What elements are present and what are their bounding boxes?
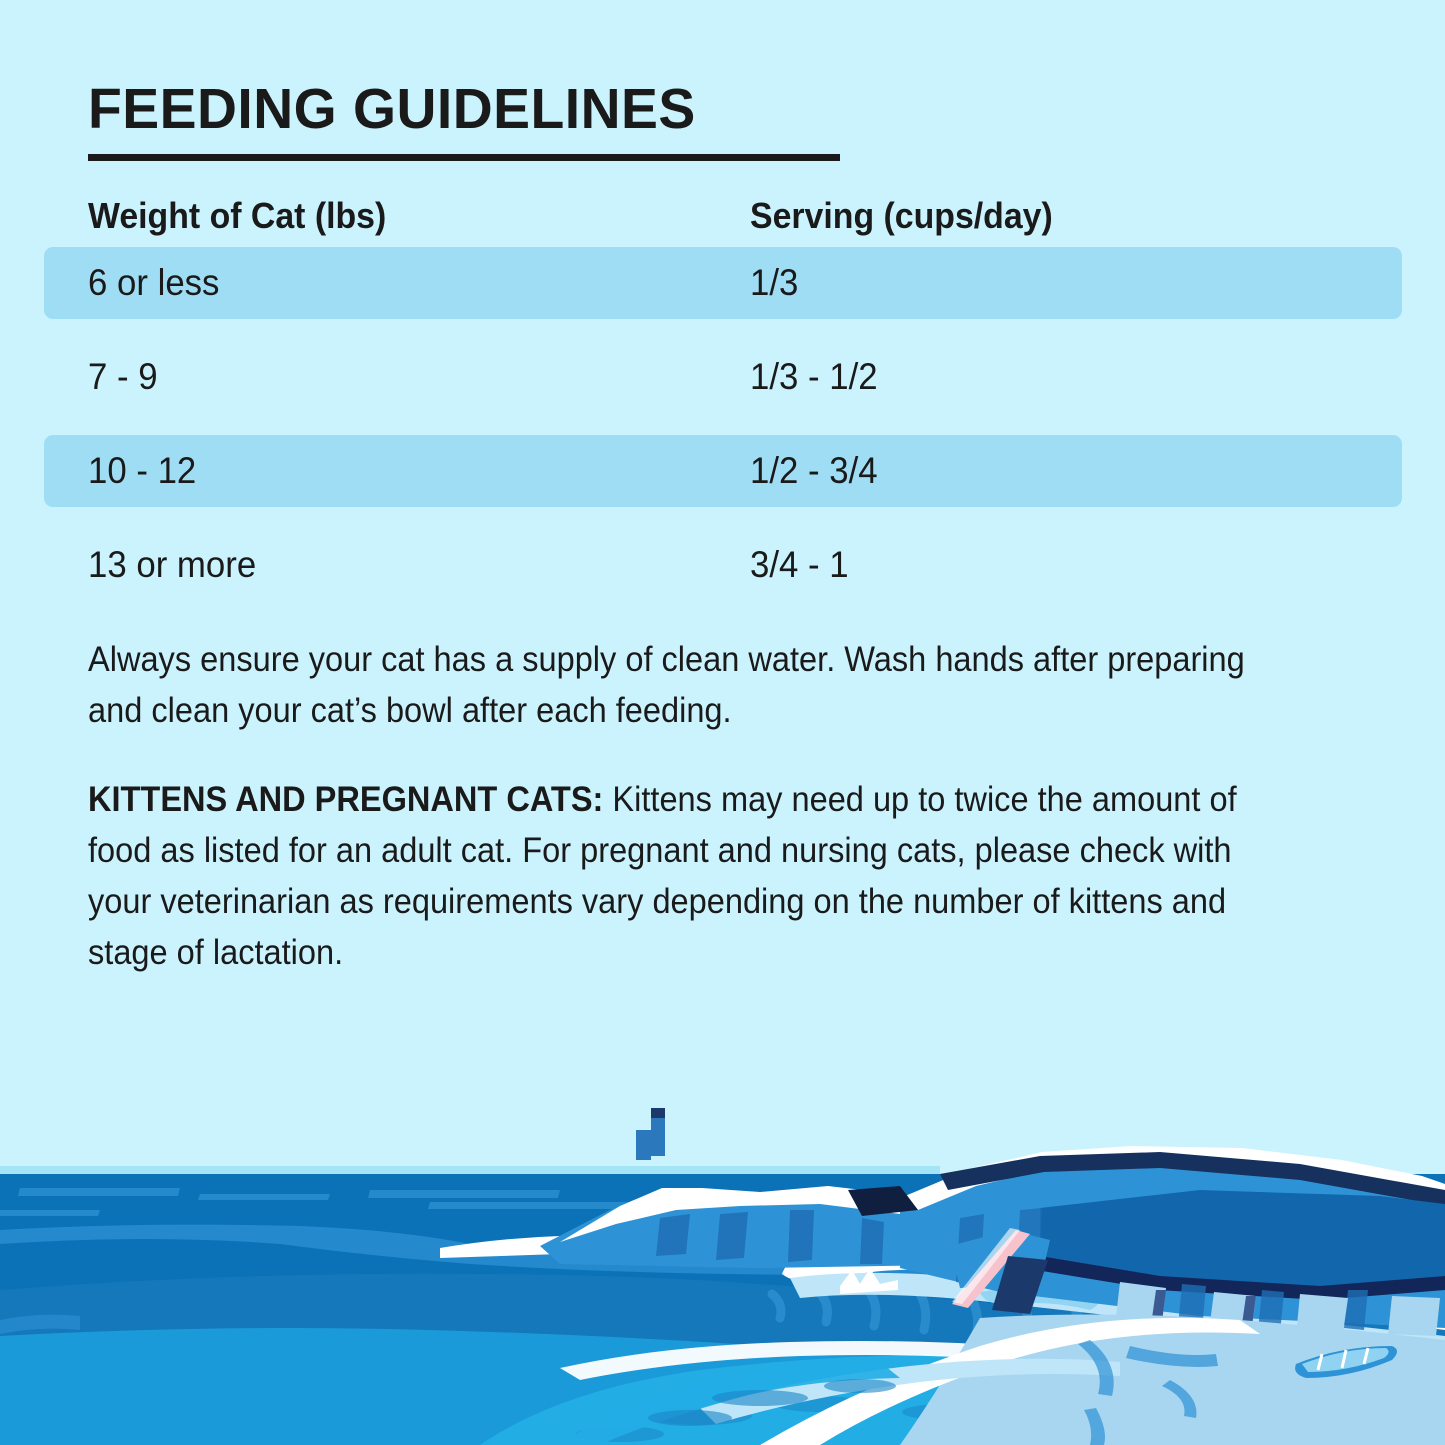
rowboat xyxy=(1295,1346,1397,1378)
horizon-band xyxy=(0,1166,940,1174)
cell-serving: 1/2 - 3/4 xyxy=(750,450,878,491)
cell-serving: 3/4 - 1 xyxy=(750,544,849,585)
row-highlight-band xyxy=(44,247,1402,319)
title-block: FEEDING GUIDELINES xyxy=(88,78,1388,161)
cell-weight: 13 or more xyxy=(88,544,257,585)
lighthouse-tower xyxy=(651,1108,665,1156)
column-header-weight: Weight of Cat (lbs) xyxy=(88,195,387,236)
table-row: 6 or less 1/3 xyxy=(0,247,1445,319)
pink-stripe-highlight xyxy=(952,1228,1020,1304)
cell-serving: 1/3 xyxy=(750,262,799,303)
coastal-illustration xyxy=(0,1078,1445,1445)
cell-weight: 10 - 12 xyxy=(88,450,197,491)
page-title: FEEDING GUIDELINES xyxy=(88,77,696,141)
row-highlight-band xyxy=(44,435,1402,507)
lighthouse-top xyxy=(651,1108,665,1118)
cliff-ridge-shadow xyxy=(940,1152,1445,1206)
row-spacer xyxy=(0,507,1445,529)
secondary-foam-line xyxy=(560,1341,1445,1388)
lagoon-ripples xyxy=(648,1379,896,1426)
kittens-note-paragraph: KITTENS AND PREGNANT CATS: Kittens may n… xyxy=(88,774,1288,978)
coastal-scene-svg xyxy=(0,1078,1445,1445)
lighthouse-annex xyxy=(636,1130,651,1160)
lagoon-water xyxy=(560,1361,900,1445)
iceberg-sliver-left xyxy=(0,1314,80,1334)
feeding-guidelines-table: Weight of Cat (lbs) Serving (cups/day) 6… xyxy=(0,185,1445,601)
table-row: 7 - 9 1/3 - 1/2 xyxy=(0,341,1445,413)
cliff-wedge-shadow xyxy=(992,1256,1048,1314)
beach-shoreline-foam xyxy=(760,1317,1260,1445)
rowboat-thwarts xyxy=(1316,1347,1370,1371)
mesa-underside-shadow xyxy=(1036,1256,1445,1300)
water-note-paragraph: Always ensure your cat has a supply of c… xyxy=(88,640,1245,730)
cliff-mesa-slab xyxy=(1040,1190,1445,1288)
table-row: 10 - 12 1/2 - 3/4 xyxy=(0,435,1445,507)
cell-weight: 7 - 9 xyxy=(88,356,158,397)
cliff-left-shading xyxy=(656,1210,884,1264)
table-row: 13 or more 3/4 - 1 xyxy=(0,529,1445,601)
row-spacer xyxy=(0,319,1445,341)
title-underline-rule xyxy=(88,154,840,161)
beach-rivulets xyxy=(1078,1340,1218,1445)
kittens-note-label: KITTENS AND PREGNANT CATS: xyxy=(88,780,604,819)
ice-shards xyxy=(840,1268,898,1294)
beach-sand xyxy=(900,1314,1445,1445)
cliff-notch-dark xyxy=(848,1186,918,1216)
row-spacer xyxy=(0,413,1445,435)
table-header-row: Weight of Cat (lbs) Serving (cups/day) xyxy=(0,185,1445,247)
cell-serving: 1/3 - 1/2 xyxy=(750,356,878,397)
column-header-serving: Serving (cups/day) xyxy=(750,195,1053,236)
cell-weight: 6 or less xyxy=(88,262,220,303)
kittens-note-body: Kittens may need up to twice the amount … xyxy=(88,780,1237,972)
